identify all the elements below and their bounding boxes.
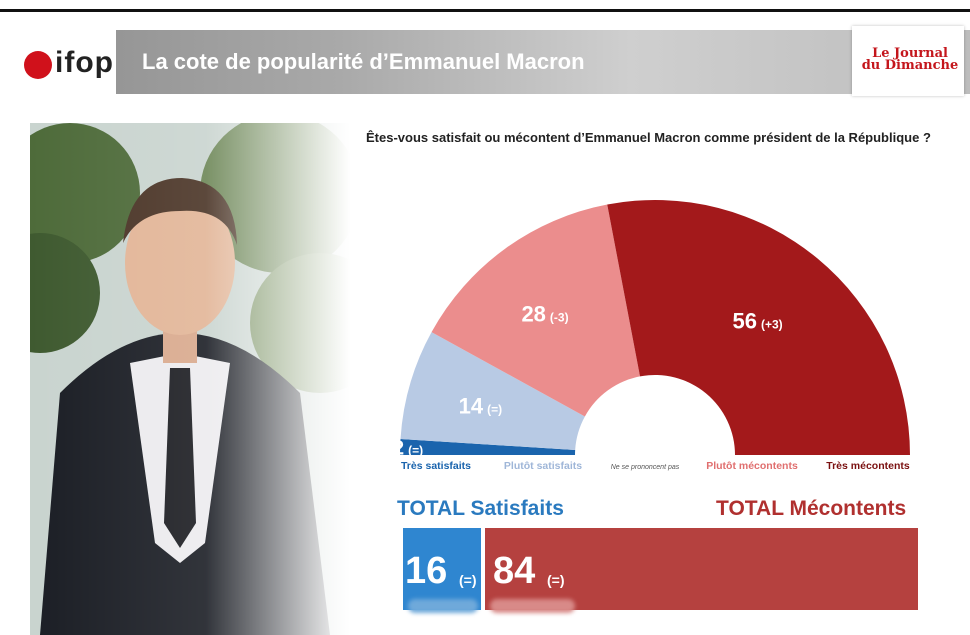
category-label-plutot-mecontents: Plutôt mécontents <box>706 460 798 472</box>
jdd-logo <box>852 26 964 96</box>
header-banner <box>0 30 970 94</box>
total-satisfied-label: TOTAL Satisfaits <box>397 497 564 520</box>
total-satisfied-value: 16 <box>405 550 448 592</box>
page-title: La cote de popularité d’Emmanuel Macron <box>142 49 585 74</box>
total-dissatisfied-change: (=) <box>547 572 565 588</box>
jdd-logo-line2: du Dimanche <box>861 58 959 73</box>
survey-question: Êtes-vous satisfait ou mécontent d’Emman… <box>366 130 931 145</box>
total-satisfied-bar <box>403 528 481 610</box>
blurred-caption-left <box>408 599 478 613</box>
slice-plutot-mecontents <box>431 204 641 417</box>
slice-plutot-satisfaits <box>400 332 585 450</box>
portrait-photo <box>30 123 350 635</box>
total-dissatisfied-label: TOTAL Mécontents <box>716 497 907 520</box>
total-dissatisfied-bar <box>485 528 918 610</box>
total-dissatisfied-value: 84 <box>493 550 536 592</box>
category-label-ne-se-prononcent-pas: Ne se prononcent pas <box>611 464 680 471</box>
total-satisfied-change: (=) <box>459 572 477 588</box>
top-rule <box>0 9 970 12</box>
ifop-logo <box>0 30 116 94</box>
category-label-tres-satisfaits: Très satisfaits <box>401 460 471 472</box>
jdd-logo-line1: Le Journal <box>872 46 948 61</box>
slice-tres-satisfaits <box>400 438 576 455</box>
category-label-tres-mecontents: Très mécontents <box>826 460 910 472</box>
half-donut-chart: 2 (=)14 (=)28 (-3) 56 (+3)Très satisfaits Plut… <box>393 200 910 472</box>
slice-tres-mecontents <box>607 200 910 455</box>
value-label-tres-satisfaits: 2 (=) <box>393 437 423 459</box>
ifop-logo-dot-icon <box>24 51 52 79</box>
jdd-logo-text: Le Journal du Dimanche <box>860 46 960 73</box>
category-label-plutot-satisfaits: Plutôt satisfaits <box>504 460 582 472</box>
ifop-logo-text: ifop <box>55 46 114 79</box>
blurred-caption-right <box>490 599 575 613</box>
